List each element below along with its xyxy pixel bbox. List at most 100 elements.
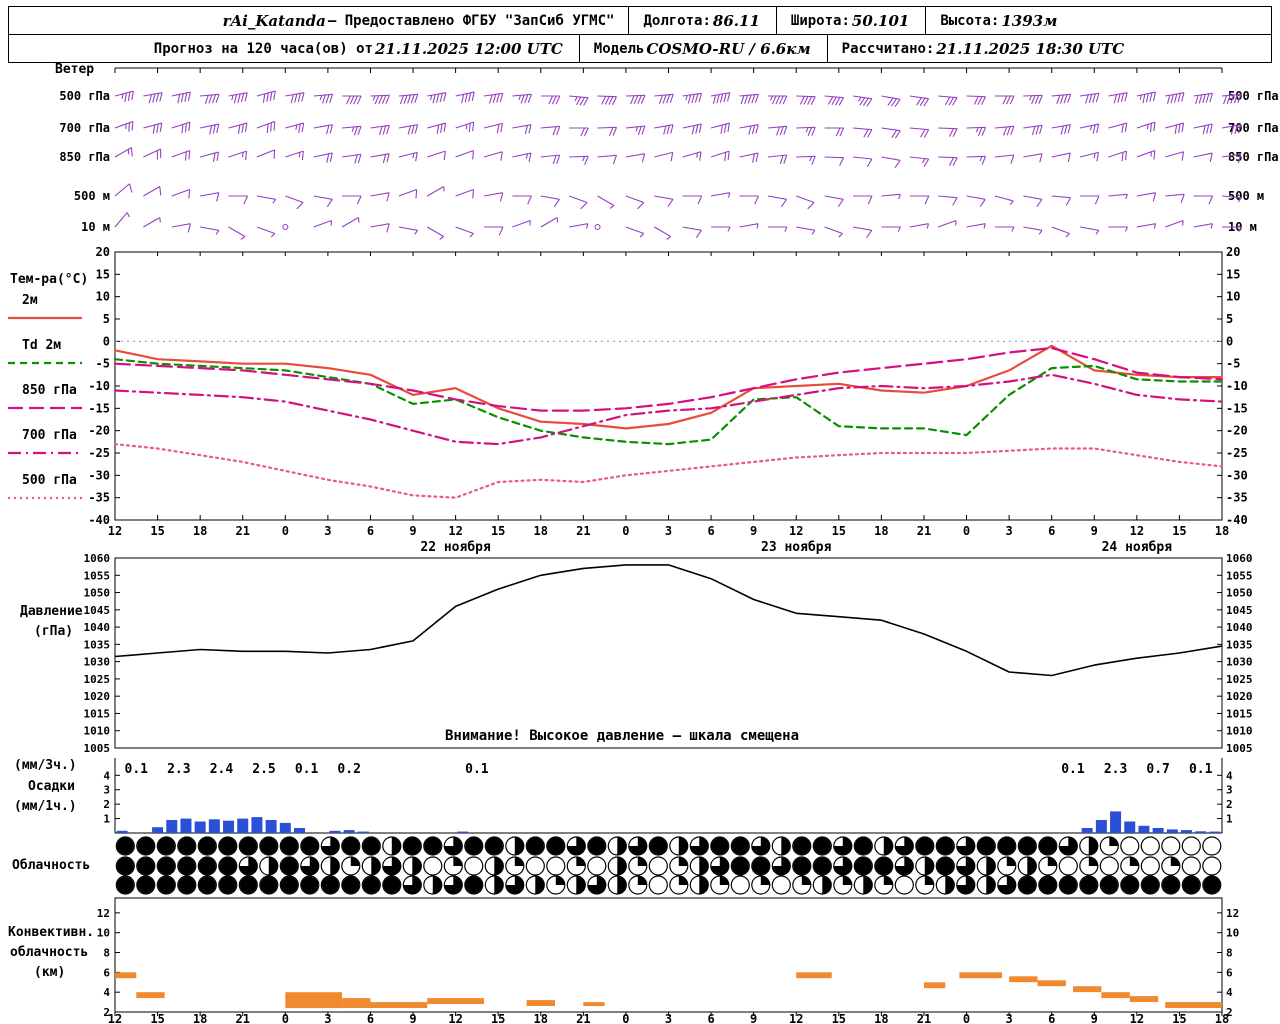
cloud-cover-fill — [793, 837, 811, 855]
cloud-cover-fill — [986, 876, 996, 895]
cloud-cover-fill — [362, 837, 380, 855]
precip-bar — [223, 820, 235, 833]
cloud-cover-fill — [280, 837, 298, 855]
svg-text:0: 0 — [622, 524, 629, 538]
cloud-cover-fill — [137, 837, 155, 855]
cloud-cover-fill — [321, 876, 339, 894]
svg-text:-15: -15 — [1226, 401, 1248, 415]
cloud-cover-fill — [719, 876, 729, 885]
svg-text:12: 12 — [97, 907, 110, 920]
cloud-cover-fill — [382, 857, 401, 875]
svg-text:15: 15 — [832, 524, 846, 538]
pressure-line — [114, 564, 1223, 677]
svg-text:20: 20 — [1226, 245, 1240, 259]
cloud-cover-fill — [1027, 857, 1037, 875]
svg-text:15: 15 — [491, 524, 505, 538]
cloud-cover-fill — [956, 837, 975, 855]
svg-text:1020: 1020 — [84, 690, 111, 703]
cloud-cover-fill — [1080, 876, 1098, 894]
svg-text:12: 12 — [108, 524, 122, 538]
precip-bar — [1195, 831, 1207, 833]
svg-text:1015: 1015 — [84, 707, 111, 720]
svg-text:18: 18 — [874, 1012, 888, 1024]
cloud-cover-fill — [617, 837, 627, 855]
cloud-cover-fill — [371, 857, 381, 875]
cloud-cover-fill — [854, 857, 872, 875]
cloud-cover-fill — [883, 837, 893, 855]
cloud-cover-fill — [239, 857, 258, 875]
svg-text:9: 9 — [750, 1012, 757, 1024]
conv-label-3: (км) — [34, 965, 66, 980]
wind-row-0 — [114, 90, 1242, 108]
cloud-cover-fill — [731, 837, 749, 855]
svg-text:0.1: 0.1 — [1061, 762, 1085, 777]
svg-text:0: 0 — [963, 524, 970, 538]
cloud-cover-symbol — [1120, 836, 1140, 856]
svg-text:850 гПа: 850 гПа — [59, 150, 110, 164]
svg-text:500 м: 500 м — [74, 189, 110, 203]
cloud-cover-symbol — [648, 875, 668, 895]
cloud-cover-fill — [219, 837, 237, 855]
precip-bar — [1209, 831, 1221, 833]
cloud-cover-fill — [157, 876, 175, 894]
svg-text:15: 15 — [491, 1012, 505, 1024]
svg-text:1040: 1040 — [84, 621, 111, 634]
precip-bar — [1138, 825, 1150, 833]
pressure-warning: Внимание! Высокое давление — шкала смеще… — [444, 728, 800, 744]
cloud-cover-symbol — [1140, 836, 1160, 856]
wind-row-4 — [114, 212, 1242, 240]
svg-text:850 гПа: 850 гПа — [22, 383, 77, 398]
cloud-cover-fill — [219, 857, 237, 875]
svg-text:3: 3 — [665, 1012, 672, 1024]
cloud-cover-fill — [628, 837, 647, 855]
header-cell: Рассчитано: 21.11.2025 18:30 UTC — [826, 35, 1141, 62]
cloud-cover-fill — [116, 876, 134, 894]
conv-cloud-segment — [342, 998, 371, 1008]
cloud-cover-symbol — [1099, 856, 1119, 876]
cloud-cover-fill — [342, 837, 360, 855]
precip-bar — [251, 817, 263, 833]
cloud-cover-fill — [547, 837, 565, 855]
header-cell: Долгота: 86.11 — [628, 7, 775, 34]
svg-text:0.1: 0.1 — [1189, 762, 1213, 777]
precip-1h-label: (мм/1ч.) — [14, 799, 77, 814]
svg-text:12: 12 — [108, 1012, 122, 1024]
cloud-cover-symbol — [894, 875, 914, 895]
cloud-cover-fill — [895, 857, 914, 875]
svg-text:9: 9 — [1091, 1012, 1098, 1024]
wind-row-1 — [114, 120, 1242, 139]
cloud-cover-fill — [751, 837, 770, 855]
svg-text:18: 18 — [874, 524, 888, 538]
svg-text:500 гПа: 500 гПа — [59, 89, 110, 103]
svg-text:-5: -5 — [96, 357, 110, 371]
svg-text:10: 10 — [1226, 927, 1239, 940]
svg-text:-25: -25 — [1226, 446, 1248, 460]
cloud-cover-fill — [813, 857, 831, 875]
cloud-cover-fill — [1141, 876, 1159, 894]
svg-text:6: 6 — [367, 524, 374, 538]
cloud-cover-symbol — [464, 856, 484, 876]
precip-bars — [116, 811, 1221, 833]
cloud-cover-fill — [178, 837, 196, 855]
svg-text:3: 3 — [324, 524, 331, 538]
cloud-cover-fill — [157, 837, 175, 855]
cloud-cover-fill — [280, 857, 298, 875]
header-cell: Прогноз на 120 часа(ов) от 21.11.2025 12… — [153, 39, 563, 58]
cloud-cover-fill — [945, 876, 955, 895]
cloud-cover-fill — [752, 857, 770, 875]
precip-bar — [457, 831, 469, 833]
svg-text:1050: 1050 — [1226, 587, 1253, 600]
svg-text:1020: 1020 — [1226, 690, 1253, 703]
svg-text:20: 20 — [96, 245, 110, 259]
svg-text:2: 2 — [103, 798, 110, 811]
precip-bar — [1181, 830, 1193, 833]
cloud-cover-fill — [588, 837, 606, 855]
svg-text:2.3: 2.3 — [167, 762, 190, 777]
cloud-cover-fill — [1121, 876, 1139, 894]
cloud-cover-fill — [403, 837, 421, 855]
svg-text:15: 15 — [1226, 267, 1240, 281]
conv-cloud-segment — [526, 1000, 555, 1006]
svg-text:10: 10 — [1226, 290, 1240, 304]
